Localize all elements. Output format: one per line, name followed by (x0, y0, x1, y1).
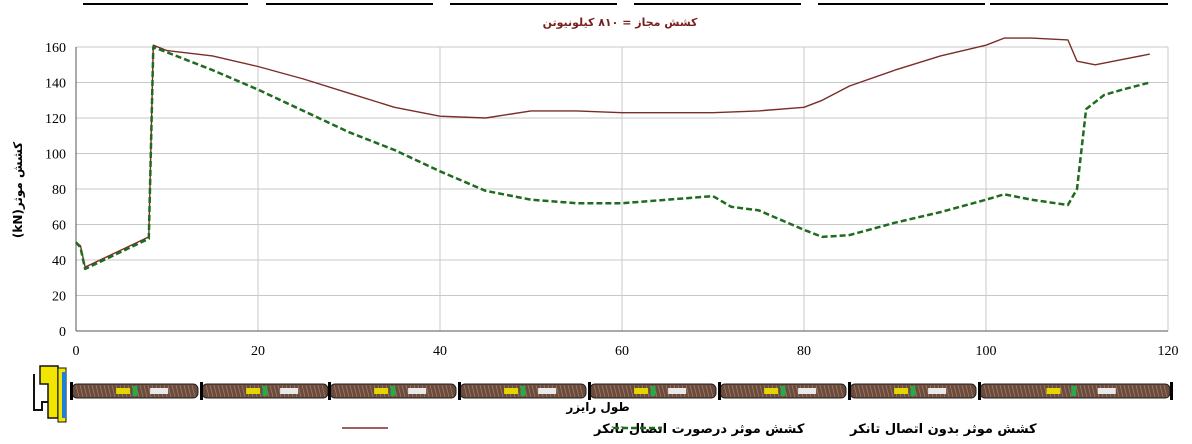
x-tick-label: 80 (797, 344, 811, 359)
riser-end-cap (1170, 382, 1173, 400)
legend-label-without-tanker: کشش موثر بدون اتصال تانکر (849, 422, 1037, 437)
x-tick-label: 60 (615, 344, 629, 359)
grid (76, 46, 1169, 331)
y-axis-title: کشش موثر(kN) (11, 142, 26, 238)
riser-segments (70, 382, 1173, 400)
x-tick-label: 100 (976, 344, 997, 359)
riser-segment (848, 382, 977, 400)
series-line-1 (75, 45, 1151, 271)
series-lines (75, 37, 1151, 271)
riser-segment (978, 382, 1171, 400)
y-tick-label: 0 (59, 325, 66, 340)
legend-label-with-tanker: کشش موثر درصورت اتصال تانکر (593, 422, 805, 437)
tick-labels: 0 20 40 60 80 100 120 140 160 0 20 40 60 80 100 120 (45, 41, 1179, 359)
riser-segment (718, 382, 847, 400)
riser-segment (328, 382, 457, 400)
x-axis-title: طول رایزر (565, 400, 629, 415)
riser-segment (200, 382, 329, 400)
legend: کشش موثر درصورت اتصال تانکر کشش موثر بدو… (342, 422, 1037, 437)
riser-segment (70, 382, 199, 400)
y-tick-label: 140 (45, 77, 66, 92)
axes (75, 47, 1168, 332)
y-tick-label: 20 (52, 290, 66, 305)
chart-subtitle: کشش مجاز = ۸۱۰ کیلونیوتن (543, 16, 698, 29)
x-tick-label: 40 (433, 344, 447, 359)
riser-segment (458, 382, 587, 400)
y-tick-label: 60 (52, 219, 66, 234)
riser-illustration (33, 365, 1173, 423)
x-tick-label: 20 (251, 344, 265, 359)
tanker-icon (33, 365, 67, 423)
y-tick-label: 100 (45, 148, 66, 163)
series-line-0 (75, 37, 1150, 268)
riser-segment (588, 382, 717, 400)
y-tick-label: 120 (45, 112, 66, 127)
y-tick-label: 160 (45, 41, 66, 56)
x-tick-label: 0 (73, 344, 80, 359)
y-tick-label: 80 (52, 183, 66, 198)
y-tick-label: 40 (52, 254, 66, 269)
x-tick-label: 120 (1158, 344, 1179, 359)
